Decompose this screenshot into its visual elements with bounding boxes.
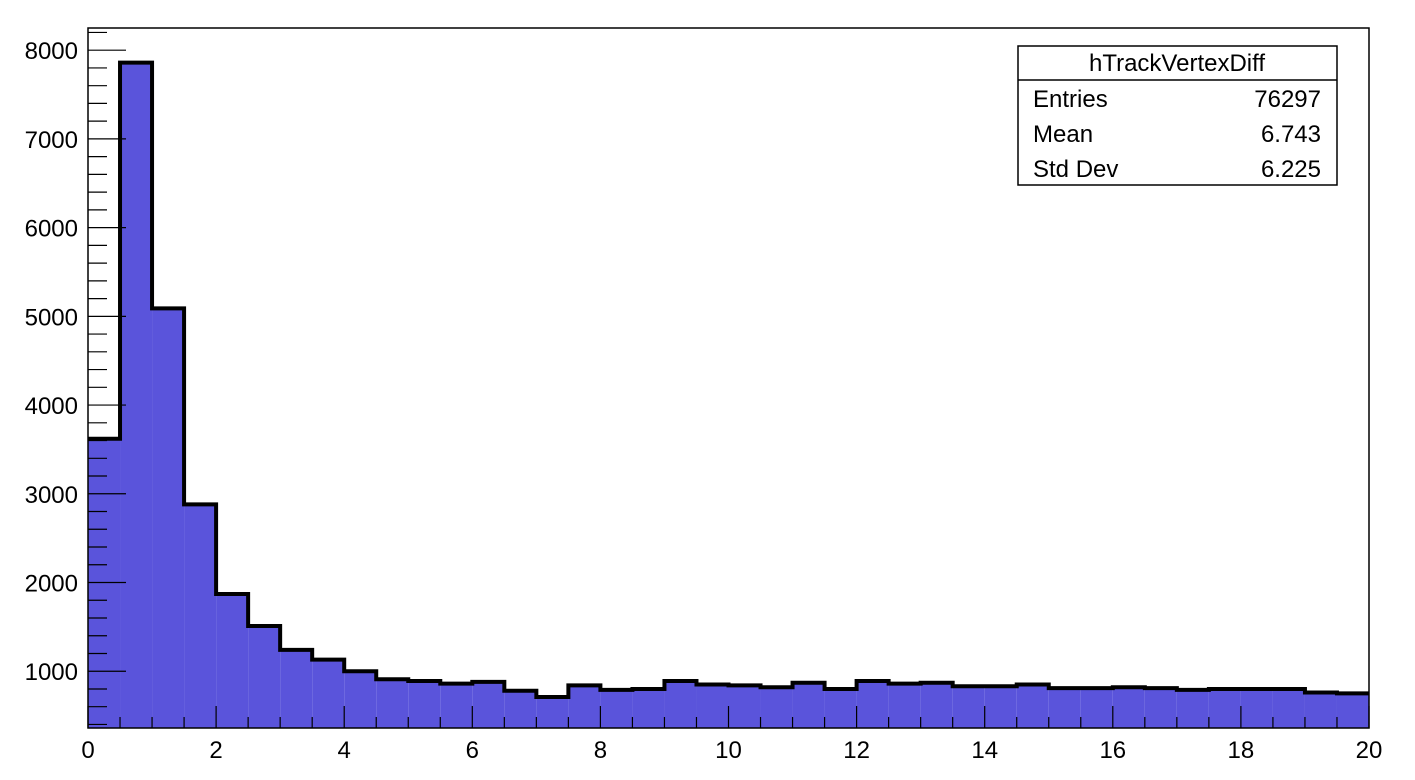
stats-box-title: hTrackVertexDiff bbox=[1089, 50, 1265, 77]
histogram-bar bbox=[376, 679, 409, 728]
histogram-bar bbox=[1016, 684, 1049, 728]
y-tick-label: 2000 bbox=[25, 570, 78, 597]
stats-entries-label: Entries bbox=[1033, 86, 1108, 113]
x-tick-label: 14 bbox=[971, 737, 998, 764]
histogram-bar bbox=[888, 683, 921, 728]
histogram-bar bbox=[632, 688, 665, 728]
histogram-bar bbox=[568, 685, 601, 728]
histogram-bar bbox=[792, 682, 825, 728]
histogram-bar bbox=[664, 680, 697, 728]
histogram-bar bbox=[1144, 688, 1177, 728]
histogram-bar bbox=[152, 308, 185, 728]
histogram-bar bbox=[696, 684, 729, 728]
histogram-bar bbox=[1240, 688, 1273, 728]
histogram-bar bbox=[1176, 689, 1209, 728]
histogram-bar bbox=[184, 504, 217, 728]
histogram-bar bbox=[472, 681, 505, 728]
histogram-bar bbox=[408, 680, 441, 728]
y-tick-label: 5000 bbox=[25, 304, 78, 331]
histogram-bar bbox=[1336, 693, 1369, 728]
x-tick-label: 6 bbox=[466, 737, 479, 764]
histogram-bar bbox=[248, 625, 281, 728]
stats-entries-value: 76297 bbox=[1254, 86, 1321, 113]
histogram-bar bbox=[344, 671, 377, 728]
x-axis: 0 2 4 6 8 10 12 14 16 18 20 bbox=[81, 706, 1382, 764]
histogram-bar bbox=[1048, 688, 1081, 728]
histogram-bar bbox=[760, 687, 793, 728]
histogram-bar bbox=[728, 685, 761, 728]
histogram-bar bbox=[952, 686, 985, 728]
y-axis: 1000 2000 3000 4000 5000 6000 7000 8000 bbox=[25, 31, 126, 726]
histogram-bar bbox=[1080, 688, 1113, 728]
y-tick-label: 8000 bbox=[25, 38, 78, 65]
y-tick-label: 4000 bbox=[25, 393, 78, 420]
histogram-bar bbox=[536, 696, 569, 728]
stats-box-frame bbox=[1017, 45, 1338, 186]
histogram-bar bbox=[920, 682, 953, 728]
histogram-bar bbox=[856, 680, 889, 728]
histogram-bar bbox=[504, 690, 537, 728]
x-tick-label: 0 bbox=[81, 737, 94, 764]
histogram-bar bbox=[1208, 688, 1241, 728]
stats-mean-value: 6.743 bbox=[1261, 121, 1321, 148]
x-tick-label: 8 bbox=[594, 737, 607, 764]
histogram-bar bbox=[216, 594, 249, 728]
x-tick-label: 12 bbox=[843, 737, 870, 764]
histogram-bar bbox=[1112, 687, 1145, 728]
stats-stddev-label: Std Dev bbox=[1033, 156, 1118, 183]
y-tick-label: 6000 bbox=[25, 216, 78, 243]
y-tick-label: 1000 bbox=[25, 659, 78, 686]
histogram-bar bbox=[280, 649, 313, 728]
histogram-outline bbox=[88, 60, 1369, 699]
histogram-bar bbox=[1304, 692, 1337, 728]
histogram-bar bbox=[600, 689, 633, 728]
histogram-bar bbox=[984, 686, 1017, 728]
y-tick-label: 7000 bbox=[25, 127, 78, 154]
x-tick-label: 2 bbox=[209, 737, 222, 764]
histogram-bar bbox=[824, 688, 857, 728]
histogram-bar bbox=[120, 62, 153, 728]
stats-box: hTrackVertexDiff Entries 76297 Mean 6.74… bbox=[1017, 45, 1338, 186]
x-tick-label: 10 bbox=[715, 737, 742, 764]
x-tick-label: 20 bbox=[1356, 737, 1383, 764]
y-tick-label: 3000 bbox=[25, 482, 78, 509]
stats-stddev-value: 6.225 bbox=[1261, 156, 1321, 183]
stats-mean-label: Mean bbox=[1033, 121, 1093, 148]
x-tick-label: 4 bbox=[338, 737, 351, 764]
histogram-bar bbox=[88, 438, 121, 728]
x-tick-label: 18 bbox=[1228, 737, 1255, 764]
bars-layer bbox=[88, 62, 1369, 728]
histogram-bar bbox=[312, 659, 345, 728]
histogram-bar bbox=[440, 683, 473, 728]
histogram-bar bbox=[1272, 688, 1305, 728]
x-tick-label: 16 bbox=[1099, 737, 1126, 764]
